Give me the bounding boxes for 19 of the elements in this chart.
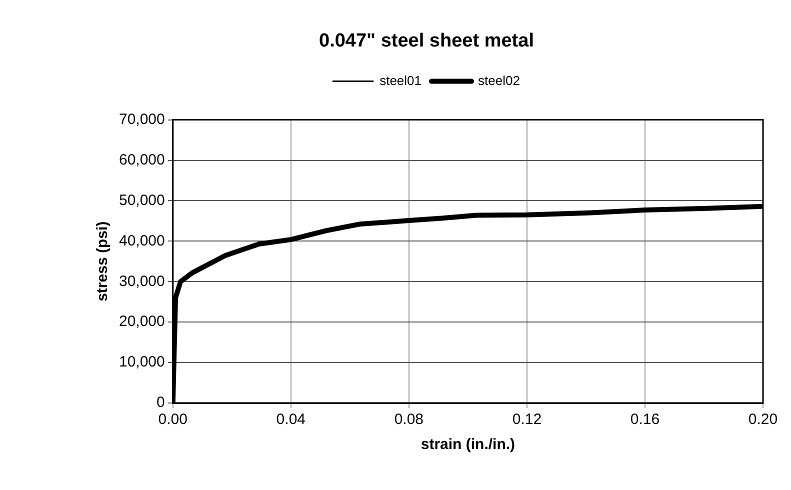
x-tick-label: 0.16: [630, 411, 660, 428]
y-tick-label: 60,000: [118, 151, 165, 168]
x-tick-label: 0.20: [748, 411, 778, 428]
y-tick-label: 0: [156, 394, 165, 412]
chart-title: 0.047" steel sheet metal: [319, 30, 534, 52]
x-tick-label: 0.00: [158, 411, 188, 428]
legend-label: steel01: [380, 72, 422, 88]
y-tick-label: 40,000: [118, 232, 165, 250]
x-tick-label: 0.04: [276, 411, 306, 428]
x-tick-label: 0.12: [512, 411, 542, 428]
y-tick-label: 30,000: [118, 272, 165, 290]
y-tick-label: 50,000: [118, 192, 165, 209]
x-axis-title: strain (in./in.): [420, 436, 516, 454]
y-tick-label: 20,000: [118, 313, 165, 330]
y-axis-title: stress (psi): [94, 221, 112, 302]
x-tick-label: 0.08: [394, 411, 424, 428]
legend-label: steel02: [478, 72, 520, 88]
y-tick-label: 10,000: [118, 354, 165, 371]
y-tick-label: 70,000: [118, 110, 165, 128]
